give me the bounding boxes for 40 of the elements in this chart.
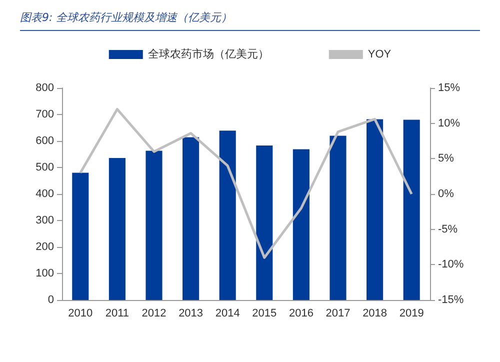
bar	[146, 150, 162, 300]
y2-tick-label: 15%	[438, 82, 460, 94]
line-series	[79, 108, 413, 259]
y-tick-label: 100	[36, 268, 54, 280]
bar	[182, 137, 200, 300]
y2-tick-label: 0%	[438, 188, 454, 200]
chart-title: 图表9: 全球农药行业规模及增速（亿美元）	[20, 10, 480, 31]
x-tick-label: 2010	[68, 308, 93, 320]
y-tick-label: 300	[36, 214, 54, 226]
x-tick-label: 2015	[252, 308, 277, 320]
legend-label: 全球农药市场（亿美元）	[148, 48, 269, 60]
y-tick-label: 200	[36, 241, 54, 253]
y-tick-label: 0	[48, 294, 54, 306]
x-tick-label: 2019	[399, 308, 424, 320]
bar	[330, 136, 346, 300]
y-tick-label: 500	[36, 162, 54, 174]
x-tick-label: 2016	[288, 308, 314, 320]
bar	[292, 149, 310, 300]
bar	[219, 130, 236, 300]
bar	[108, 158, 126, 300]
bar	[72, 172, 89, 300]
bar	[403, 120, 420, 300]
y2-tick-label: -5%	[438, 223, 458, 236]
bar	[366, 119, 384, 300]
x-tick-label: 2013	[178, 308, 204, 320]
bar	[256, 146, 273, 300]
y2-tick-label: 10%	[438, 117, 460, 130]
y2-tick-label: -10%	[438, 258, 464, 271]
x-tick-label: 2014	[215, 308, 240, 320]
y-tick-label: 700	[36, 108, 54, 120]
y-tick-label: 600	[36, 135, 54, 147]
x-tick-label: 2011	[105, 308, 130, 320]
x-tick-label: 2018	[362, 308, 388, 320]
x-tick-label: 2012	[142, 308, 166, 320]
y-tick-label: 800	[36, 82, 54, 94]
y-tick-label: 400	[36, 188, 54, 200]
legend-label: YOY	[368, 48, 392, 60]
x-tick-label: 2017	[326, 308, 350, 320]
y2-tick-label: 5%	[438, 152, 454, 165]
y2-tick-label: -15%	[438, 294, 464, 306]
